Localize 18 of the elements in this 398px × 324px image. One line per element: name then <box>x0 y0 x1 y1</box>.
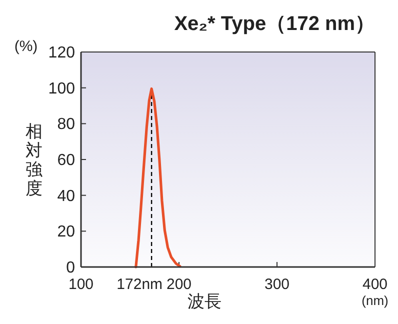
y-tick-label: 80 <box>57 116 76 134</box>
x-tick-label: 200 <box>166 276 192 293</box>
text: (nm) <box>362 293 388 308</box>
y-tick-label: 40 <box>57 188 76 205</box>
y-tick-label: 0 <box>66 260 76 276</box>
chart-title: Xe₂* Type（172 nm） <box>174 13 375 35</box>
x-tick-label: 400 <box>362 276 388 293</box>
y-tick-label: 60 <box>57 152 76 169</box>
x-tick-label: 100 <box>68 276 94 293</box>
ref-line-label: 172nm <box>116 276 163 293</box>
x-tick-label: 300 <box>264 276 290 293</box>
y-tick-label: 120 <box>48 44 76 62</box>
line-series <box>134 87 182 268</box>
y-tick-label: 20 <box>57 224 76 241</box>
x-axis-title: 波長 <box>187 292 222 311</box>
text: (%) <box>14 38 38 55</box>
y-tick-label: 100 <box>48 80 76 98</box>
y-axis-title: 相対強度 <box>26 122 42 198</box>
